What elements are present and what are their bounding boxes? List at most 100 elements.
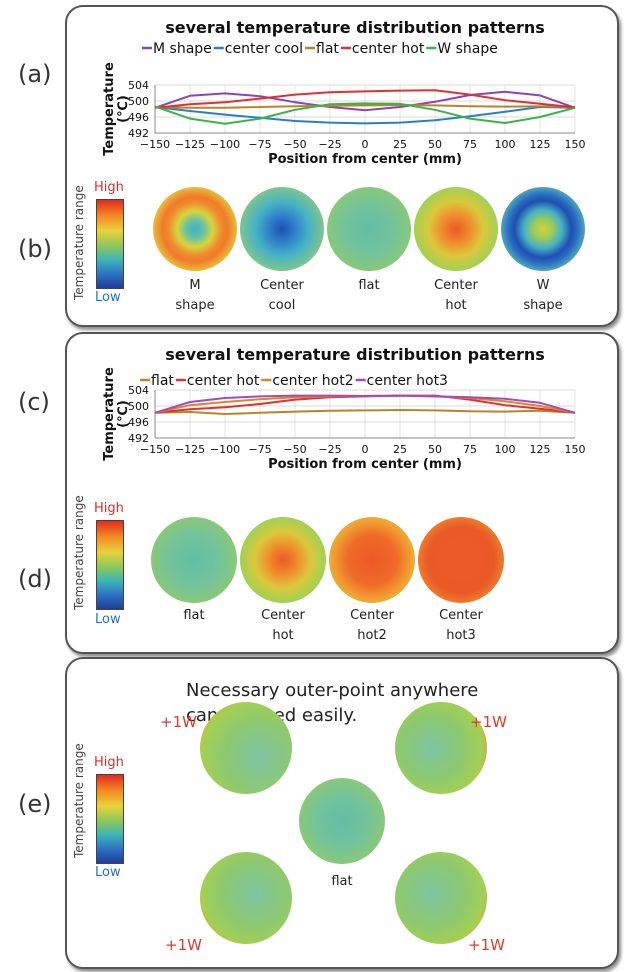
- x-tick-label: 75: [463, 138, 477, 151]
- panel-label-c: (c): [18, 388, 50, 416]
- power-label-bottom-right: +1W: [468, 936, 505, 954]
- scale-d-colorbar: [96, 520, 124, 610]
- x-tick-label: 50: [428, 138, 442, 151]
- legend-entry: M shape: [153, 41, 212, 57]
- x-tick-label: −100: [210, 443, 240, 456]
- series-line: [154, 394, 576, 414]
- wafer-b-label-3: flat: [358, 278, 380, 293]
- x-tick-label: −50: [283, 138, 306, 151]
- wafer-d-flat: [151, 517, 237, 603]
- y-tick-label: 496: [128, 416, 149, 429]
- x-tick-label: 75: [463, 443, 477, 456]
- y-tick-label: 500: [128, 95, 149, 108]
- x-tick-label: 0: [362, 443, 369, 456]
- scale-b-colorbar: [96, 199, 124, 289]
- y-tick-label: 504: [128, 79, 149, 92]
- chart-a-title: several temperature distribution pattern…: [165, 18, 545, 37]
- wafer-d-label-1: flat: [183, 608, 205, 623]
- power-label-top-right: +1W: [470, 713, 507, 731]
- power-label-top-left: +1W: [160, 713, 197, 731]
- wafer-d-label-3: Center hot2: [350, 608, 394, 643]
- wafer-b-flat: [327, 187, 411, 271]
- scale-d-high: High: [94, 501, 124, 516]
- panel-label-d: (d): [18, 565, 52, 593]
- wafer-d-center-hot3: [418, 517, 504, 603]
- y-tick-label: 504: [128, 384, 149, 397]
- wafer-b-m-shape: [153, 187, 237, 271]
- scale-e-low: Low: [95, 865, 121, 880]
- scale-e-colorbar: [96, 774, 124, 864]
- scale-d-low: Low: [95, 612, 121, 627]
- series-line: [154, 409, 576, 415]
- legend-entry: flat: [151, 373, 174, 389]
- x-tick-label: −100: [210, 138, 240, 151]
- x-tick-label: −125: [175, 443, 205, 456]
- y-tick-label: 492: [128, 127, 149, 140]
- scale-b-high: High: [94, 180, 124, 195]
- x-tick-label: 125: [530, 443, 551, 456]
- x-axis-label: Position from center (mm): [268, 457, 462, 472]
- wafer-b-label-4: Center hot: [434, 278, 478, 313]
- power-label-bottom-left: +1W: [165, 936, 202, 954]
- legend-entry: center hot2: [272, 373, 353, 389]
- wafer-e-top-right: [395, 702, 487, 794]
- wafer-d-label-2: Center hot: [261, 608, 305, 643]
- series-line: [154, 104, 576, 109]
- x-tick-label: 125: [530, 138, 551, 151]
- legend-entry: W shape: [437, 41, 498, 57]
- scale-e-title: Temperature range: [72, 743, 86, 858]
- x-tick-label: 25: [393, 443, 407, 456]
- wafer-e-center-label: flat: [331, 874, 353, 889]
- x-tick-label: 0: [362, 138, 369, 151]
- wafer-d-center-hot2: [329, 517, 415, 603]
- x-tick-label: 150: [565, 443, 586, 456]
- x-tick-label: −125: [175, 138, 205, 151]
- scale-e-high: High: [94, 755, 124, 770]
- x-tick-label: −150: [140, 138, 170, 151]
- y-axis-unit: (℃): [116, 95, 131, 123]
- panel-label-e: (e): [18, 790, 52, 818]
- wafer-d-center-hot: [240, 517, 326, 603]
- x-tick-label: −50: [283, 443, 306, 456]
- x-tick-label: 50: [428, 443, 442, 456]
- wafer-b-label-2: Center cool: [260, 278, 304, 313]
- scale-b-low: Low: [95, 290, 121, 305]
- x-tick-label: 150: [565, 138, 586, 151]
- wafer-e-bottom-right: [395, 852, 487, 944]
- panel-cd: [65, 332, 619, 654]
- legend-entry: flat: [316, 41, 339, 57]
- series-line: [154, 106, 576, 125]
- x-tick-label: 25: [393, 138, 407, 151]
- legend-entry: center hot: [352, 41, 425, 57]
- legend-entry: center hot3: [367, 373, 448, 389]
- legend-entry: center cool: [225, 41, 303, 57]
- y-axis-label: Temperature: [102, 367, 117, 461]
- wafer-e-center-flat: [299, 778, 385, 864]
- wafer-d-label-4: Center hot3: [439, 608, 483, 643]
- x-axis-label: Position from center (mm): [268, 152, 462, 167]
- panel-label-a: (a): [18, 60, 52, 88]
- wafer-b-center-cool: [240, 187, 324, 271]
- y-tick-label: 492: [128, 432, 149, 445]
- series-line: [154, 90, 576, 112]
- x-tick-label: −150: [140, 443, 170, 456]
- series-line: [154, 89, 576, 109]
- y-axis-unit: (℃): [116, 400, 131, 428]
- panel-ab: [65, 5, 619, 327]
- scale-d-title: Temperature range: [72, 495, 86, 610]
- series-line: [154, 102, 576, 125]
- wafer-e-bottom-left: [200, 852, 292, 944]
- y-axis-label: Temperature: [102, 62, 117, 156]
- y-tick-label: 496: [128, 111, 149, 124]
- x-tick-label: −25: [318, 138, 341, 151]
- x-tick-label: −75: [248, 138, 271, 151]
- note-line-1: Necessary outer-point anywhere: [186, 680, 479, 701]
- x-tick-label: 100: [495, 138, 516, 151]
- wafer-b-w-shape: [501, 187, 585, 271]
- legend-entry: center hot: [187, 373, 260, 389]
- chart-c-title: several temperature distribution pattern…: [165, 345, 545, 364]
